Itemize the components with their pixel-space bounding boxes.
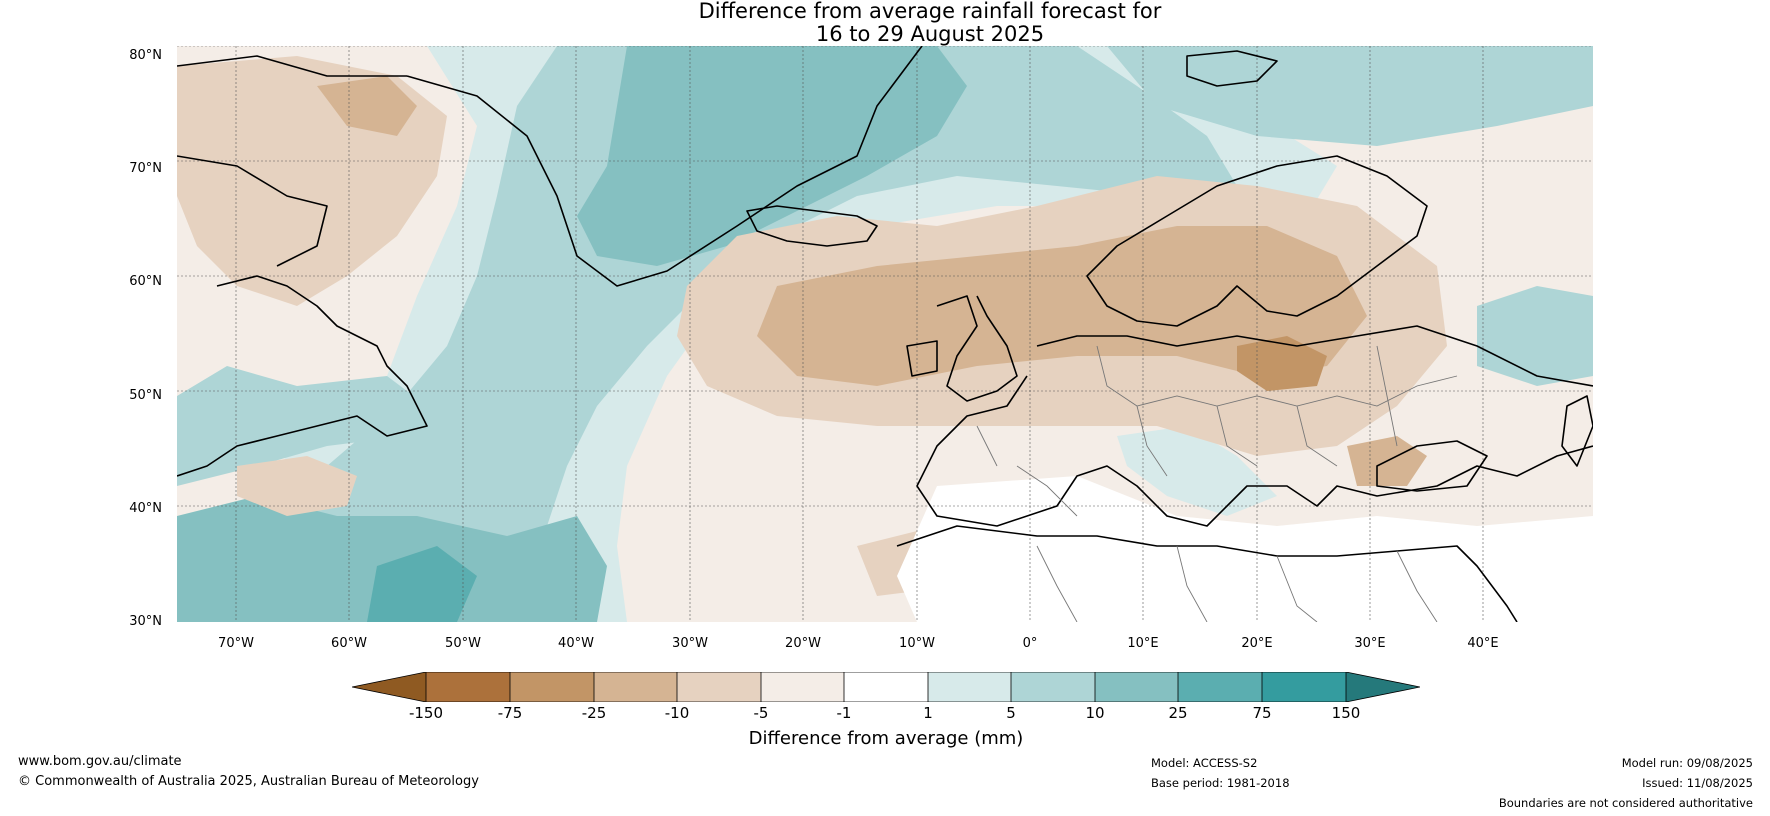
colorbar-swatch-below-150 bbox=[352, 672, 426, 702]
colorbar-swatch-75-to-150 bbox=[1262, 672, 1346, 702]
colorbar-tick-label: 1 bbox=[923, 704, 933, 722]
colorbar-swatch-150-to-75 bbox=[426, 672, 510, 702]
dry-area-subtropics bbox=[237, 456, 357, 516]
model-text: Model: ACCESS-S2 bbox=[1151, 756, 1258, 770]
colorbar-tick-label: 25 bbox=[1168, 704, 1188, 722]
coastline-labrador bbox=[177, 275, 428, 477]
coastline-baffin bbox=[177, 55, 407, 267]
colorbar-swatch-75-to-25 bbox=[510, 672, 594, 702]
wet-area-greenland-sea bbox=[577, 46, 967, 266]
lon-label-20e: 20°E bbox=[1241, 636, 1273, 651]
colorbar-tick-label: 75 bbox=[1252, 704, 1272, 722]
country-borders bbox=[976, 345, 1458, 622]
colorbar-swatch-10-to-5 bbox=[677, 672, 761, 702]
lon-label-40e: 40°E bbox=[1467, 636, 1499, 651]
lon-label-50w: 50°W bbox=[445, 636, 481, 651]
coastline-greenland bbox=[406, 46, 923, 287]
coastline-black-sea bbox=[1376, 440, 1488, 492]
colorbar-swatch-25-to-75 bbox=[1178, 672, 1262, 702]
lon-label-20w: 20°W bbox=[785, 636, 821, 651]
coastline-british-isles bbox=[906, 295, 1018, 402]
colorbar-swatch-10-to-25 bbox=[1095, 672, 1178, 702]
wet-area-labrador bbox=[177, 366, 427, 486]
wet-area-subtropics bbox=[177, 496, 607, 622]
lon-label-60w: 60°W bbox=[331, 636, 367, 651]
colorbar-swatches bbox=[351, 671, 1421, 703]
coastline-svalbard bbox=[1186, 50, 1278, 87]
dry-area-eastern-europe bbox=[1237, 336, 1327, 391]
graticule bbox=[177, 46, 1593, 622]
coastline-caspian bbox=[1561, 395, 1593, 467]
colorbar-swatch-1-to-1 bbox=[844, 672, 928, 702]
lon-label-30e: 30°E bbox=[1354, 636, 1386, 651]
colorbar bbox=[351, 671, 1421, 706]
colorbar-swatch-above-150 bbox=[1346, 672, 1420, 702]
base-period-text: Base period: 1981-2018 bbox=[1151, 776, 1290, 790]
disclaimer-text: Boundaries are not considered authoritat… bbox=[1498, 796, 1753, 810]
lat-label-30n: 30°N bbox=[129, 614, 162, 629]
colorbar-tick-label: -150 bbox=[408, 704, 444, 722]
lon-label-30w: 30°W bbox=[672, 636, 708, 651]
coastlines bbox=[177, 46, 1593, 622]
copyright-text: © Commonwealth of Australia 2025, Austra… bbox=[18, 774, 479, 789]
colorbar-swatch-5-to-10 bbox=[1011, 672, 1095, 702]
coastline-iceland bbox=[746, 205, 878, 247]
wet-area-atlantic-core bbox=[177, 46, 1237, 622]
wet-area-subtropics-core bbox=[367, 546, 477, 622]
website-link[interactable]: www.bom.gov.au/climate bbox=[18, 754, 182, 769]
colorbar-tick-label: -1 bbox=[836, 704, 852, 722]
coastline-europe-mainland bbox=[916, 325, 1593, 527]
colorbar-tick-label: 5 bbox=[1006, 704, 1016, 722]
lat-label-60n: 60°N bbox=[129, 274, 162, 289]
colorbar-title: Difference from average (mm) bbox=[748, 728, 1024, 749]
colorbar-swatch-1-to-5 bbox=[928, 672, 1011, 702]
lat-label-50n: 50°N bbox=[129, 388, 162, 403]
lat-label-40n: 40°N bbox=[129, 501, 162, 516]
lat-label-70n: 70°N bbox=[129, 161, 162, 176]
colorbar-tick-label: 10 bbox=[1085, 704, 1105, 722]
map-canvas bbox=[177, 46, 1593, 622]
map-title-line-1: Difference from average rainfall forecas… bbox=[698, 0, 1162, 23]
wet-area-barents bbox=[1107, 46, 1593, 146]
colorbar-tick-label: -25 bbox=[581, 704, 607, 722]
colorbar-tick-label: -10 bbox=[664, 704, 690, 722]
colorbar-tick-label: -5 bbox=[753, 704, 769, 722]
coastline-scandinavia bbox=[1086, 155, 1428, 327]
neutral-area-north-africa bbox=[897, 476, 1593, 622]
wet-area-russia bbox=[1477, 286, 1593, 386]
wet-area-mediterranean bbox=[1117, 426, 1277, 516]
issued-text: Issued: 11/08/2025 bbox=[1642, 776, 1753, 790]
lon-label-10e: 10°E bbox=[1127, 636, 1159, 651]
colorbar-swatch-5-to-1 bbox=[761, 672, 844, 702]
colorbar-tick-label: -75 bbox=[497, 704, 523, 722]
rainfall-anomaly-map bbox=[177, 46, 1593, 622]
colorbar-swatch-25-to-10 bbox=[594, 672, 677, 702]
dry-area-baffin bbox=[317, 76, 417, 136]
map-title-line-2: 16 to 29 August 2025 bbox=[815, 22, 1045, 46]
model-run-text: Model run: 09/08/2025 bbox=[1621, 756, 1753, 770]
lon-label-70w: 70°W bbox=[218, 636, 254, 651]
lat-label-80n: 80°N bbox=[129, 48, 162, 63]
lon-label-10w: 10°W bbox=[899, 636, 935, 651]
colorbar-tick-label: 150 bbox=[1331, 704, 1361, 722]
lon-label-40w: 40°W bbox=[558, 636, 594, 651]
lon-label-0: 0° bbox=[1022, 636, 1038, 651]
